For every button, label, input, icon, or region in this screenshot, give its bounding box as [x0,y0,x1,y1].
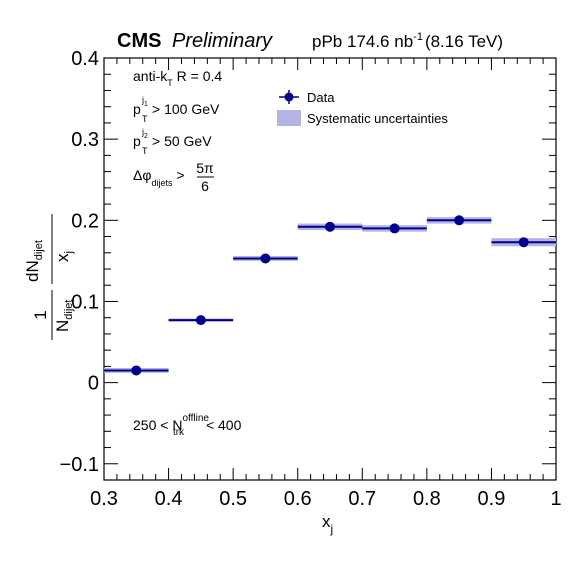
pt1-cut: > 100 GeV [152,101,220,117]
data-point [389,223,400,234]
dphi-num: 5π [196,160,214,176]
y-title-one: 1 [31,310,50,319]
y-title-dn: dNdijet [23,240,45,282]
legend-syst-swatch [277,110,301,126]
legend-syst-label: Systematic uncertainties [307,111,448,126]
x-tick-label: 0.3 [90,488,118,510]
data-point [325,221,335,232]
legend-data-label: Data [307,90,335,105]
pt1-p: p [133,101,141,117]
y-tick-label: −0.1 [60,454,99,476]
x-tick-label: 0.8 [413,488,441,510]
dphi-den: 6 [201,178,209,194]
pt1-sup: j1 [141,95,148,108]
data-point [454,215,465,226]
y-tick-label: 0.2 [71,210,99,232]
x-tick-label: 0.6 [284,488,312,510]
pt2-sub: T [142,146,148,156]
plot-area: 0.3 0.4 0.5 0.6 0.7 0.8 0.9 1 −0.1 0 0.1 0.2 0.3 0.4 [60,48,562,510]
y-title-n: Ndijet [53,300,75,332]
y-tick-label: 0.4 [71,48,99,70]
x-tick-label: 1 [550,488,561,510]
multiplicity-annotation: 250 < Noffline trk < 400 [133,413,242,438]
y-title-dx: xj [53,251,75,262]
y-tick-label: 0.3 [71,129,99,151]
x-tick-label: 0.7 [348,488,376,510]
dphi-main: Δφdijets > [133,167,185,188]
data-point [260,253,271,264]
pt2-sup: j2 [141,127,148,140]
tick-labels: 0.3 0.4 0.5 0.6 0.7 0.8 0.9 1 −0.1 0 0.1 0.2 0.3 0.4 [60,48,562,510]
y-tick-label: 0.1 [71,291,99,313]
axis-ticks [103,57,557,481]
data-point [195,315,206,326]
dphi-annotation: Δφdijets > 5π 6 [133,160,214,194]
experiment-label: CMS [117,30,161,52]
x-tick-label: 0.9 [478,488,506,510]
x-tick-label: 0.4 [155,488,183,510]
y-tick-label: 0 [88,373,99,395]
data-points [104,215,556,376]
data-point [131,365,142,376]
data-point [518,237,529,248]
pt1-annotation: p j1 T > 100 GeV [133,95,220,124]
x-axis-title: xj [322,512,333,536]
pt2-annotation: p j2 T > 50 GeV [133,127,212,156]
pt2-p: p [133,133,141,149]
legend: Data Systematic uncertainties [277,90,448,126]
dataset-label: pPb 174.6 nb-1 (8.16 TeV) [312,31,503,51]
pt2-cut: > 50 GeV [152,133,212,149]
jet-algo-annotation: anti-kT R = 0.4 [133,68,222,88]
status-label: Preliminary [172,30,273,52]
legend-data-marker [284,92,294,102]
x-tick-label: 0.5 [219,488,247,510]
y-axis-title: 1 Ndijet dNdijet xj [23,214,75,340]
pt1-sub: T [142,114,148,124]
systematic-bands [104,217,556,373]
